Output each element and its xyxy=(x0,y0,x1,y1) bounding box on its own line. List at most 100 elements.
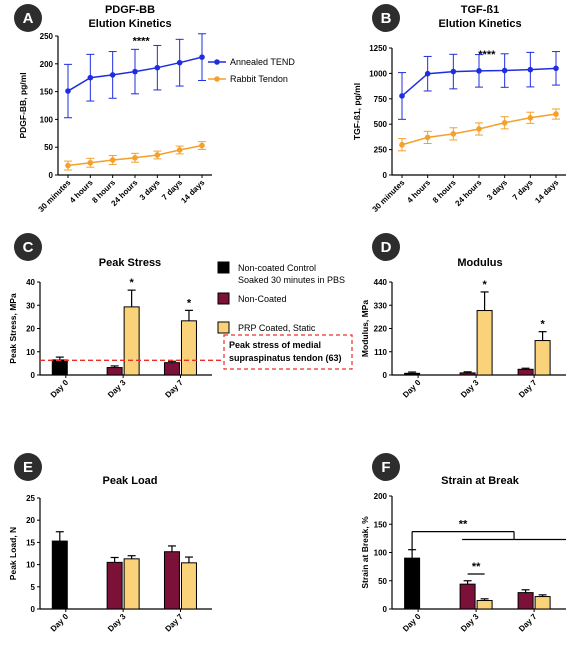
significance-bracket: ** xyxy=(411,519,566,551)
panel-badge-circle xyxy=(14,453,42,481)
y-axis-label: PDGF-BB, pg/ml xyxy=(18,72,28,138)
y-tick-label: 20 xyxy=(26,325,35,334)
panel-badge-f: F xyxy=(372,453,400,481)
bar-legend: Non-coated Control Soaked 30 minutes in P… xyxy=(217,261,345,334)
y-tick-label: 0 xyxy=(31,605,36,614)
bar xyxy=(476,310,493,376)
chart-title: Peak Stress xyxy=(99,257,161,269)
x-tick-label: Day 0 xyxy=(401,378,423,400)
bar xyxy=(180,562,197,610)
x-tick-label: Day 0 xyxy=(49,378,71,400)
y-tick-label: 150 xyxy=(374,520,388,529)
panel-letter: D xyxy=(381,239,392,256)
data-point xyxy=(176,147,183,153)
chart-d: Modulus 0 110 220 330 440 Day 0 Day 3 Day 7 Modul… xyxy=(360,257,566,400)
bar xyxy=(517,368,534,376)
x-tick-label: Day 7 xyxy=(517,378,539,400)
x-tick-label: Day 7 xyxy=(163,378,185,400)
y-tick-label: 440 xyxy=(374,278,388,287)
significance-mark: **** xyxy=(478,49,496,61)
chart-f: Strain at Break 0 50 100 150 200 Day 0 Day 3 Day… xyxy=(360,475,566,634)
bar xyxy=(163,551,180,610)
data-point xyxy=(450,131,457,137)
panel-badge-d: D xyxy=(372,233,400,261)
x-tick-label: 14 days xyxy=(179,178,207,206)
y-axis-label: Peak Load, N xyxy=(8,527,18,580)
y-tick-label: 25 xyxy=(26,494,35,503)
y-tick-label: 50 xyxy=(378,577,387,586)
y-tick-label: 50 xyxy=(44,143,53,152)
panel-letter: A xyxy=(23,10,34,27)
x-tick-label: 30 minutes xyxy=(36,178,72,214)
significance-mark: ** xyxy=(472,561,481,573)
chart-a: PDGF-BB Elution Kinetics 0 50 100 150 200 250 30… xyxy=(18,4,212,214)
legend-label: Soaked 30 minutes in PBS xyxy=(238,275,345,285)
bar xyxy=(476,600,493,610)
bar xyxy=(404,557,421,610)
y-tick-label: 20 xyxy=(26,516,35,525)
x-tick-label: 4 hours xyxy=(68,178,95,205)
data-point xyxy=(65,162,71,169)
y-tick-label: 100 xyxy=(40,115,54,124)
series-0 xyxy=(398,51,560,120)
threshold-label: supraspinatus tendon (63) xyxy=(229,353,342,363)
data-point xyxy=(87,74,94,81)
y-tick-label: 30 xyxy=(26,301,35,310)
line-legend: Annealed TEND Rabbit Tendon xyxy=(208,57,295,84)
y-axis-label: Peak Stress, MPa xyxy=(8,293,18,364)
bar xyxy=(459,583,476,610)
significance-bracket: ** xyxy=(467,561,485,575)
panel-badge-circle xyxy=(372,453,400,481)
data-point xyxy=(424,70,431,77)
data-point xyxy=(132,68,138,75)
x-tick-label: Day 3 xyxy=(459,612,481,634)
legend-swatch xyxy=(217,321,230,334)
significance-mark: * xyxy=(129,277,134,289)
chart-title: PDGF-BB xyxy=(105,4,155,16)
legend-label: Non-Coated xyxy=(238,294,287,304)
chart-title: Elution Kinetics xyxy=(438,18,521,30)
panel-badge-b: B xyxy=(372,4,400,32)
series-1 xyxy=(459,367,534,376)
y-tick-label: 100 xyxy=(374,549,388,558)
series-0 xyxy=(64,33,206,119)
data-point xyxy=(87,159,94,166)
panel-badge-e: E xyxy=(14,453,42,481)
bar xyxy=(534,340,551,376)
legend-swatch xyxy=(217,261,230,274)
panel-badge-a: A xyxy=(14,4,42,32)
x-tick-label: 30 minutes xyxy=(370,178,406,214)
legend-label: Non-coated Control xyxy=(238,263,316,273)
y-tick-label: 1250 xyxy=(369,44,387,53)
y-tick-label: 40 xyxy=(26,278,35,287)
panel-badge-circle xyxy=(372,233,400,261)
data-point xyxy=(176,59,183,66)
data-point xyxy=(199,54,205,60)
bar xyxy=(404,372,421,376)
bar xyxy=(123,306,140,376)
bar xyxy=(51,540,68,610)
threshold-box xyxy=(223,334,353,370)
y-tick-label: 750 xyxy=(374,95,388,104)
y-tick-label: 200 xyxy=(374,492,388,501)
y-tick-label: 150 xyxy=(40,88,54,97)
y-tick-label: 220 xyxy=(374,325,388,334)
panel-badge-circle xyxy=(372,4,400,32)
y-tick-label: 0 xyxy=(49,171,54,180)
y-axis-label: Strain at Break, % xyxy=(360,516,370,589)
x-tick-label: 3 days xyxy=(138,178,162,202)
panel-badge-circle xyxy=(14,4,42,32)
data-point xyxy=(424,134,431,141)
bar xyxy=(106,367,123,376)
series-1 xyxy=(106,360,180,376)
y-tick-label: 0 xyxy=(383,605,388,614)
x-tick-label: 4 hours xyxy=(405,178,432,205)
y-axis-label: Modulus, MPa xyxy=(360,300,370,357)
series-1 xyxy=(106,545,180,610)
bar xyxy=(106,561,123,610)
legend-swatch xyxy=(217,292,230,305)
panel-letter: F xyxy=(381,459,390,476)
x-tick-label: Day 3 xyxy=(459,378,481,400)
x-tick-label: Day 7 xyxy=(517,612,539,634)
